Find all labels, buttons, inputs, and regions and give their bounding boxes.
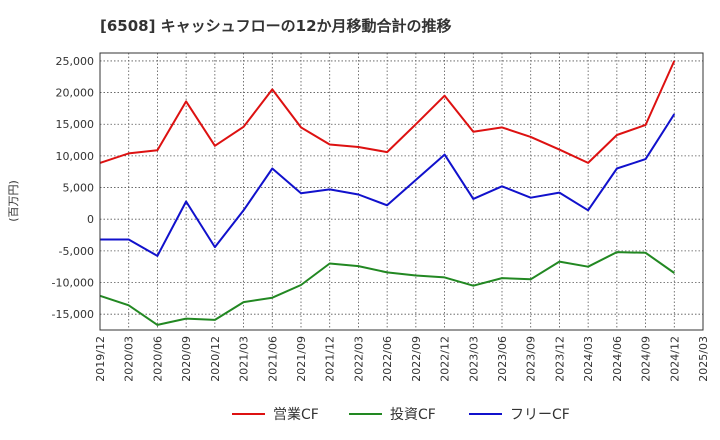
x-tick-label: 2022/06: [381, 336, 394, 382]
x-tick-label: 2020/06: [151, 336, 164, 382]
series-line-2: [99, 251, 675, 326]
x-tick-label: 2021/12: [324, 336, 337, 382]
x-tick-label: 2024/03: [582, 336, 595, 382]
x-tick-label: 2023/09: [525, 336, 538, 382]
y-tick-label: 25,000: [56, 55, 95, 68]
legend-label-1: 営業CF: [273, 407, 319, 423]
series-line-1: [99, 60, 676, 164]
x-tick-labels: 2019/12 2020/03 2020/06 2020/09 2020/12 2021/…: [94, 336, 710, 382]
x-tick-label: 2023/06: [496, 336, 509, 382]
y-tick-label: -15,000: [52, 308, 94, 321]
plot-frame: [99, 52, 704, 331]
x-tick-label: 2020/12: [209, 336, 222, 382]
x-tick-label: 2019/12: [94, 336, 107, 382]
x-tick-label: 2021/09: [295, 336, 308, 382]
y-tick-label: 15,000: [56, 118, 95, 131]
x-tick-label: 2024/12: [668, 336, 681, 382]
x-tick-label: 2020/09: [180, 336, 193, 382]
chart-title: [6508] キャッシュフローの12か月移動合計の推移: [100, 17, 452, 35]
x-tick-label: 2022/09: [410, 336, 423, 382]
series-layer: [99, 60, 676, 326]
x-tick-label: 2024/09: [640, 336, 653, 382]
y-tick-label: -5,000: [59, 245, 94, 258]
y-tick-label: -10,000: [52, 277, 94, 290]
y-tick-label: 5,000: [63, 182, 95, 195]
y-tick-label: 20,000: [56, 87, 95, 100]
x-tick-label: 2025/03: [697, 336, 710, 382]
y-axis-label: (百万円): [7, 180, 20, 222]
y-tick-label: 10,000: [56, 150, 95, 163]
series-line-3: [100, 113, 676, 257]
legend-label-3: フリーCF: [510, 407, 570, 423]
y-tick-label: 0: [87, 213, 94, 226]
x-tick-label: 2023/12: [553, 336, 566, 382]
x-tick-label: 2021/03: [238, 336, 251, 382]
legend-label-2: 投資CF: [390, 407, 436, 423]
y-tick-labels: 25,000 20,000 15,000 10,000 5,000 0 -5,000 -10,…: [52, 55, 94, 321]
x-tick-label: 2022/03: [352, 336, 365, 382]
x-tick-label: 2021/06: [266, 336, 279, 382]
legend: 営業CF 投資CF フリーCF: [232, 407, 570, 423]
x-tick-label: 2023/03: [467, 336, 480, 382]
x-tick-label: 2022/12: [439, 336, 452, 382]
x-tick-label: 2020/03: [123, 336, 136, 382]
x-tick-label: 2024/06: [611, 336, 624, 382]
